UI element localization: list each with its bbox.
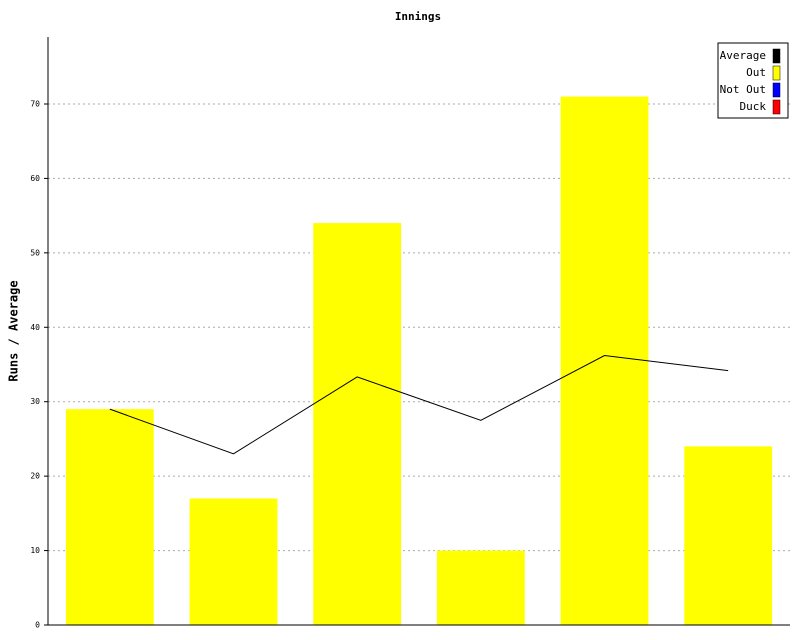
y-axis-label: Runs / Average (7, 280, 21, 381)
y-tick-label: 0 (35, 621, 40, 630)
y-tick-label: 40 (30, 323, 40, 332)
legend-swatch (772, 99, 781, 115)
legend-swatch (772, 48, 781, 64)
y-tick-label: 30 (30, 397, 40, 406)
y-tick-label: 20 (30, 472, 40, 481)
legend-label: Average (720, 49, 766, 62)
legend-swatch (772, 65, 781, 81)
legend-label: Out (746, 66, 766, 79)
bar (436, 550, 525, 625)
legend-swatch (772, 82, 781, 98)
y-tick-label: 10 (30, 546, 40, 555)
legend-label: Duck (740, 100, 767, 113)
bar (65, 409, 154, 625)
chart-title: Innings (395, 10, 441, 23)
bar (684, 446, 773, 625)
bar (313, 223, 402, 626)
bar (189, 498, 278, 625)
y-tick-label: 60 (30, 174, 40, 183)
bar (560, 96, 649, 625)
legend-label: Not Out (720, 83, 766, 96)
y-tick-label: 50 (30, 248, 40, 257)
y-tick-label: 70 (30, 99, 40, 108)
average-line (109, 355, 729, 455)
